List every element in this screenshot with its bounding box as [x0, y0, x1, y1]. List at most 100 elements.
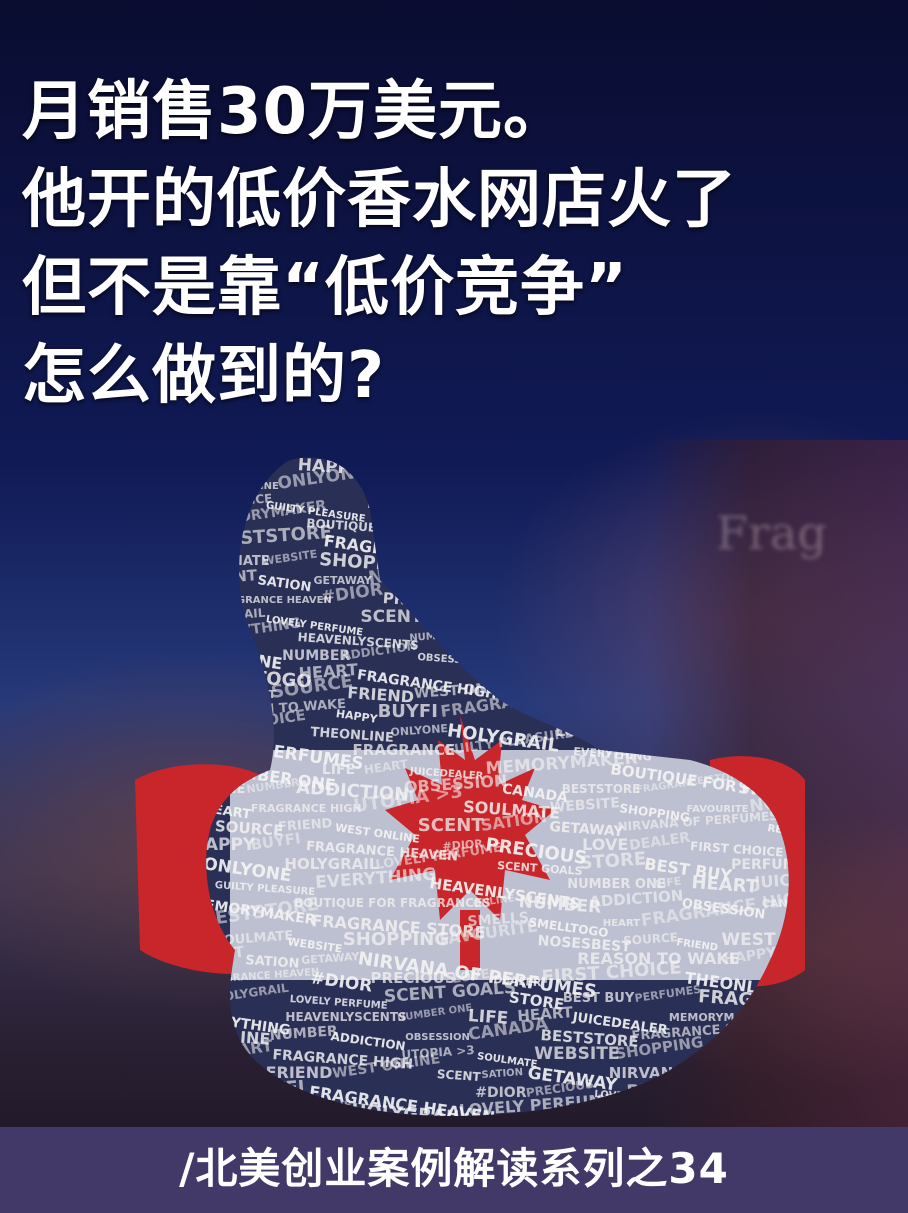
texture-word: SCENT GOALS — [497, 859, 583, 878]
texture-word: FIRST CHOICE — [690, 839, 784, 859]
texture-word: STORE — [482, 600, 540, 626]
texture-word: SCENT GOALS — [572, 479, 659, 504]
texture-word: HEART — [363, 757, 410, 777]
texture-word: FIRST CHOICE — [698, 1083, 810, 1117]
texture-word: ONLYONE — [294, 1098, 353, 1119]
texture-word: BUYFI — [378, 701, 438, 722]
texture-word: STORE — [656, 473, 723, 494]
texture-word: GETAWAY — [313, 574, 372, 587]
texture-word: HEART — [298, 660, 358, 683]
texture-word: STORE — [710, 1105, 754, 1119]
texture-word: SOURCE — [190, 1062, 274, 1094]
texture-word: LIFE — [654, 874, 682, 891]
texture-word: SCENT GOALS — [700, 709, 810, 740]
texture-word: SATION — [563, 690, 605, 701]
texture-word: FRAGRANCE HIGH — [251, 802, 362, 815]
texture-word: WEBSITE — [618, 664, 704, 690]
texture-word: NUMBER — [530, 512, 615, 543]
texture-word: BEST BUY — [202, 743, 258, 758]
texture-word: FRIEND — [347, 683, 415, 707]
texture-word: LOVE — [582, 835, 628, 854]
texture-word: NIRVANA OF PERFUMES — [609, 1064, 810, 1082]
texture-word: FRAGRANCE HEAVEN — [412, 459, 565, 495]
texture-word: PRECIOUS — [659, 701, 728, 720]
texture-word: FRAGRANCE STORE — [644, 649, 786, 664]
texture-word: HEAVENLYSCENTS — [478, 473, 631, 512]
texture-word: GUILTY PLEASURE — [782, 607, 810, 626]
texture-word: FAVOURITE — [415, 543, 515, 569]
texture-word: #DIOR — [475, 1085, 526, 1101]
texture-word: NIRVANA OF PERFUMES — [690, 684, 810, 716]
texture-word: SCENT — [418, 815, 485, 836]
texture-word: BUYFI — [787, 573, 810, 592]
maple-leaf-icon — [385, 715, 555, 920]
texture-word: SMELLS — [480, 534, 542, 550]
texture-word: SMELLS — [467, 910, 529, 930]
texture-word: JUICEDEALER — [805, 493, 810, 512]
texture-word: SATION — [481, 1067, 523, 1081]
texture-word: HAPPY — [335, 707, 379, 726]
texture-word: THEONLINE — [215, 1105, 298, 1120]
texture-word: PERFUMES — [611, 607, 679, 625]
texture-word: FIRST CHOICE — [554, 587, 694, 608]
texture-word: SATION — [257, 573, 313, 595]
texture-word: ONLINE — [485, 516, 528, 530]
texture-word: HEAVENLYSCENTS — [285, 1010, 406, 1024]
texture-word: GETAWAY — [549, 819, 625, 840]
texture-word: BEST BUY — [717, 462, 807, 493]
texture-word: OBSESSION — [405, 1032, 470, 1043]
texture-word: DEALER — [626, 1077, 702, 1102]
texture-word: DEALER — [493, 973, 542, 989]
texture-word: BUYFI — [244, 1077, 306, 1102]
texture-word: WEBSITE — [549, 795, 620, 816]
texture-word: EVERYTHING — [367, 493, 488, 513]
texture-word: WEST ONLINE — [721, 930, 810, 950]
headline-line-2: 他开的低价香水网店火了 — [22, 163, 737, 237]
texture-word: HEART — [741, 492, 810, 522]
texture-word: FIRST CHOICE — [796, 459, 810, 486]
texture-word: BEST BUY — [754, 1100, 810, 1119]
texture-word: UTOPIA >3 — [809, 532, 810, 563]
texture-word: OBSESSION — [692, 504, 777, 531]
texture-word: HEART — [615, 538, 653, 552]
texture-word: JUICEDEALER — [582, 617, 680, 645]
texture-word: SCENT — [518, 687, 564, 707]
texture-word: GUILTY PLEASURE — [805, 976, 810, 1006]
texture-word: UTOPIA >3 — [486, 668, 559, 682]
texture-word: ONLYONE — [793, 591, 810, 612]
texture-word: NOSESBEST — [203, 688, 277, 701]
texture-word: HAPPY — [202, 1087, 246, 1103]
blurred-bottle-label: Frag — [716, 505, 896, 561]
texture-word: SOURCE — [214, 817, 284, 840]
texture-word: FRIEND — [278, 816, 333, 835]
texture-word: NUMBER — [269, 1023, 338, 1044]
texture-word: #DIOR — [442, 837, 484, 853]
texture-word: SHOPPING — [700, 659, 790, 683]
texture-word: LOVE — [727, 709, 757, 724]
texture-word: ONLYONE — [390, 722, 448, 739]
texture-word: NOSESBEST — [537, 933, 632, 955]
texture-word: FRAGRANCE HEAVEN — [215, 595, 332, 606]
texture-word: BESTSTORE — [552, 646, 652, 678]
texture-word: SMELLS — [771, 643, 810, 663]
texture-word: WEST ONLINE — [697, 550, 810, 579]
texture-word: NIRVANA OF PERFUMES — [367, 535, 608, 589]
texture-word: NUMBER ONE — [567, 877, 666, 892]
texture-word: FRAGRANCE — [673, 606, 798, 644]
texture-word: PRECIOUS — [371, 969, 456, 987]
texture-word: STORE — [805, 725, 810, 742]
texture-word: LIFE — [706, 496, 733, 511]
texture-word: THEONLINE — [215, 481, 279, 492]
texture-word: THEONLINE — [694, 574, 798, 607]
texture-word: REASON TO WAKE — [577, 949, 739, 968]
texture-word: NUMBER — [282, 648, 350, 664]
texture-word: BOUTIQUE FOR FRAGRANCES — [763, 604, 810, 646]
texture-word: LOVELY PERFUME — [451, 469, 579, 493]
texture-word: PRECIOUS — [589, 450, 693, 475]
texture-word: NUMBER ONE — [618, 497, 717, 519]
texture-word: STORE — [579, 848, 647, 874]
texture-word: THEONLINE — [310, 725, 394, 746]
texture-word: SMELLTOGO — [538, 524, 620, 549]
texture-word: HEART — [603, 918, 640, 929]
texture-word: HAPPY — [191, 835, 256, 855]
